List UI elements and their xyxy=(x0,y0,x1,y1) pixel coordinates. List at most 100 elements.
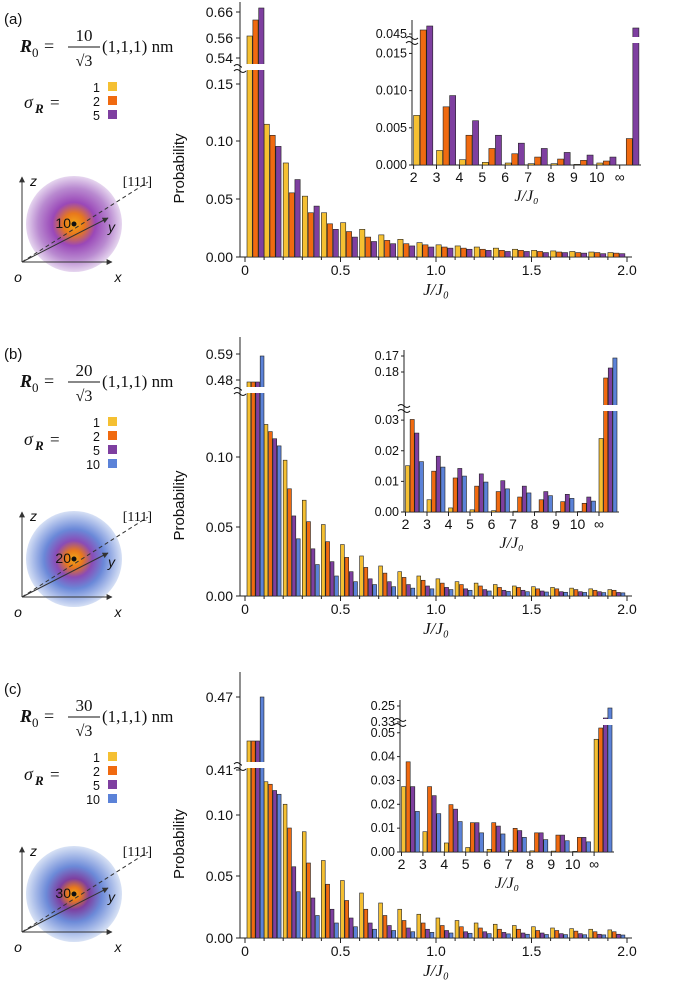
main-bar-2-18 xyxy=(592,931,598,939)
main-xtick-label-1: 0.5 xyxy=(331,601,351,617)
inset-bar-2-1 xyxy=(431,470,437,513)
center-dot xyxy=(71,891,77,897)
main-bar-1-16 xyxy=(550,927,555,939)
main-bar-5-12 xyxy=(482,931,488,939)
main-bar-1-10 xyxy=(435,578,441,597)
main-bar-5-0 xyxy=(255,740,260,939)
inset-ytick-label-3: 0.015 xyxy=(376,46,407,60)
main-bar-2-12 xyxy=(478,927,483,939)
main-bar-2-15 xyxy=(535,930,540,939)
main-bar-10-8 xyxy=(410,587,416,597)
legend-swatch-1 xyxy=(108,417,117,426)
main-bar-2-3 xyxy=(306,862,311,939)
main-bar-1-6 xyxy=(359,892,364,939)
main-bar-2-7 xyxy=(382,572,388,597)
equals-sign: = xyxy=(44,371,54,391)
main-bar-1-8 xyxy=(397,571,402,597)
legend-swatch-5 xyxy=(108,110,117,119)
main-bar-1-3 xyxy=(301,831,307,939)
panel-letter: (c) xyxy=(4,681,22,698)
main-bar-2-17 xyxy=(575,252,582,258)
main-chart: 0.00 0.05 0.10 0.48 0.59 0 0.5 1.0 1.5 2.0 Probabi… xyxy=(171,337,637,638)
main-bar-1-7 xyxy=(378,234,385,258)
main-bar-1-14 xyxy=(512,925,517,939)
main-bar-2-18 xyxy=(594,252,601,258)
main-bar-1-15 xyxy=(531,250,538,258)
main-bar-10-15 xyxy=(544,591,549,597)
inset-xtick-label-7: 9 xyxy=(552,516,560,532)
main-bar-5-0 xyxy=(258,7,265,258)
main-bar-5-6 xyxy=(368,922,373,939)
y-axis-label: y xyxy=(107,219,116,235)
inset-bar-1-6 xyxy=(534,511,539,513)
main-chart: 0.00 0.05 0.10 0.41 0.47 0 0.5 1.0 1.5 2.0 Probabi… xyxy=(171,672,637,980)
main-bar-5-11 xyxy=(466,248,473,258)
main-bar-5-19 xyxy=(616,592,621,597)
main-bar-10-7 xyxy=(391,930,396,939)
inset-bar-1-7 xyxy=(555,511,561,513)
inset-ybreak-label-0: 0.17 xyxy=(375,349,399,363)
main-bar-2-16 xyxy=(556,251,563,258)
inset-bar-5-1 xyxy=(431,795,437,853)
main-bar-2-0 xyxy=(251,381,256,597)
legend-label-2: 2 xyxy=(93,95,100,109)
main-bar-5-19 xyxy=(619,253,626,258)
main-bar-1-2 xyxy=(282,459,288,597)
inset-bar-2-2 xyxy=(465,134,473,166)
inset-xtick-label-4: 6 xyxy=(488,516,496,532)
main-bar-10-0 xyxy=(259,355,265,597)
inset-xlabel: J/J₀ xyxy=(499,535,523,552)
inset-bar-1-4 xyxy=(486,848,492,853)
main-bar-1-11 xyxy=(454,920,460,939)
main-bar-2-8 xyxy=(403,243,410,258)
main-bar-10-10 xyxy=(448,932,454,939)
inset-bar-2-9 xyxy=(603,377,609,513)
inset-ytick-label-1: 0.005 xyxy=(376,121,407,135)
main-bar-2-19 xyxy=(611,931,617,939)
equals-sign: = xyxy=(44,36,54,56)
inset-xtick-label-6: 8 xyxy=(526,856,534,872)
main-bar-1-9 xyxy=(416,913,421,939)
inset-bar-2-4 xyxy=(491,822,497,853)
main-bar-2-7 xyxy=(382,915,388,939)
main-bar-1-3 xyxy=(301,499,307,597)
main-bar-2-13 xyxy=(498,250,505,258)
main-bar-2-4 xyxy=(325,541,330,597)
origin-label: o xyxy=(14,604,22,620)
main-bar-1-13 xyxy=(492,584,498,597)
inset-xtick-label-6: 8 xyxy=(547,169,555,185)
main-bar-5-1 xyxy=(275,146,282,258)
main-bar-5-11 xyxy=(463,931,468,939)
main-bar-5-18 xyxy=(597,933,602,939)
legend-label-5: 5 xyxy=(93,109,100,123)
inset-ytick-label-1: 0.01 xyxy=(375,474,399,488)
main-bar-2-12 xyxy=(478,585,483,597)
main-xtick-label-1: 0.5 xyxy=(331,943,351,959)
inset-bar-10-9 xyxy=(607,707,613,853)
legend-swatch-2 xyxy=(108,431,117,440)
inset-bar-5-7 xyxy=(586,154,594,166)
r0-numerator: 30 xyxy=(76,696,93,715)
main-ytick-label-3: 0.15 xyxy=(206,76,233,92)
inset-bar-10-6 xyxy=(548,495,553,513)
inset-xtick-label-2: 4 xyxy=(456,169,464,185)
inset-ytick-label-1: 0.01 xyxy=(371,821,395,835)
main-bar-5-1 xyxy=(272,790,277,939)
main-bar-1-16 xyxy=(550,587,555,597)
inset-bar-2-3 xyxy=(469,822,475,853)
main-bar-1-19 xyxy=(607,929,612,939)
direction-111-label: [111] xyxy=(123,510,152,525)
inset-bar-2-2 xyxy=(452,477,458,513)
main-bar-1-13 xyxy=(492,247,499,258)
main-bar-5-15 xyxy=(539,932,545,939)
inset-bar-2-9 xyxy=(625,138,633,166)
main-bar-2-19 xyxy=(613,252,620,258)
main-bar-2-2 xyxy=(287,827,292,939)
legend-swatch-10 xyxy=(108,794,117,803)
main-bar-1-4 xyxy=(321,212,327,258)
main-bar-1-6 xyxy=(359,555,364,597)
inset-bar-2-0 xyxy=(405,761,411,853)
inset-xlabel: J/J₀ xyxy=(495,875,519,892)
main-bar-5-11 xyxy=(463,588,468,597)
inset-bar-1-8 xyxy=(596,162,604,166)
